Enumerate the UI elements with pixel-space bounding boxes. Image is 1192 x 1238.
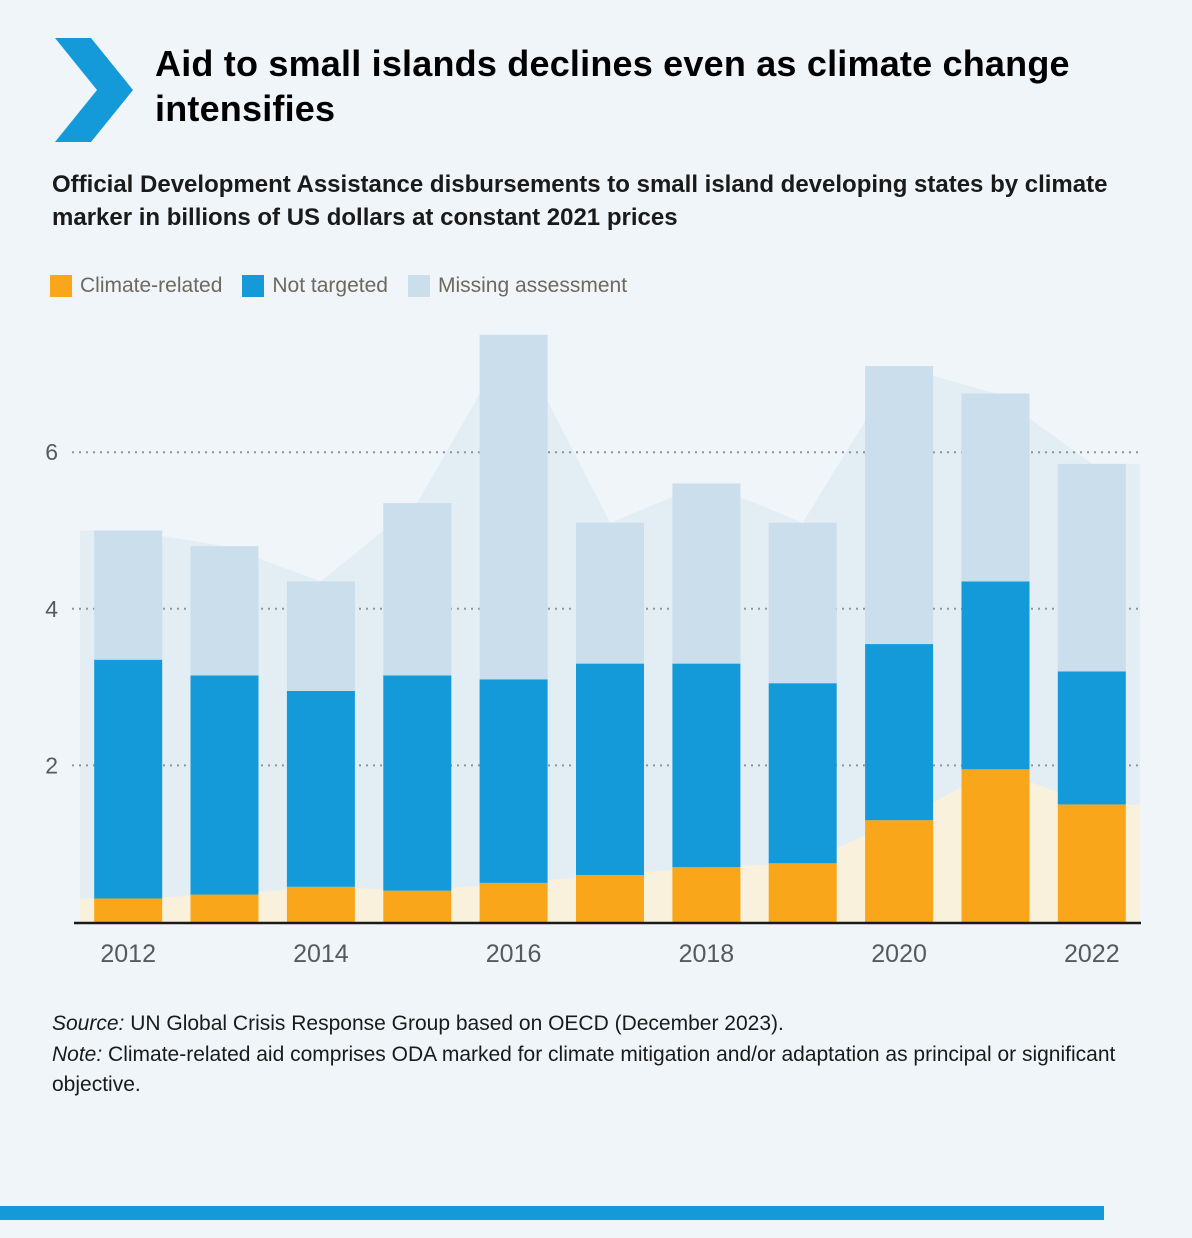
page-title: Aid to small islands declines even as cl… (155, 43, 1070, 129)
bar-segment-climate-related (865, 820, 934, 923)
bar-segment-not-targeted (672, 663, 741, 868)
x-tick-label: 2014 (293, 940, 349, 968)
bar-segment-not-targeted (94, 659, 163, 899)
bar-segment-climate-related (190, 894, 259, 923)
bar-segment-climate-related (286, 887, 355, 923)
legend-label-climate-related: Climate-related (80, 274, 223, 298)
note-line: Note: Climate-related aid comprises ODA … (52, 1040, 1132, 1101)
source-label: Source: (52, 1012, 125, 1036)
bar-segment-not-targeted (768, 683, 837, 864)
y-tick-label: 2 (45, 753, 58, 779)
header: Aid to small islands declines even as cl… (55, 38, 1140, 142)
bar-segment-missing-assessment (286, 581, 355, 692)
legend: Climate-related Not targeted Missing ass… (50, 274, 1192, 298)
x-tick-label: 2012 (100, 940, 156, 968)
chart-subtitle: Official Development Assistance disburse… (52, 171, 1108, 232)
bar-segment-climate-related (479, 883, 548, 923)
legend-item-missing-assessment: Missing assessment (407, 274, 628, 298)
x-tick-label: 2018 (679, 940, 735, 968)
bar-segment-climate-related (383, 890, 452, 923)
bar-segment-climate-related (94, 898, 163, 923)
bar-segment-missing-assessment (383, 503, 452, 676)
bar-segment-not-targeted (286, 691, 355, 888)
bar-segment-missing-assessment (768, 522, 837, 684)
source-line: Source: UN Global Crisis Response Group … (52, 1009, 1132, 1039)
legend-item-climate-related: Climate-related (50, 274, 222, 298)
bar-segment-missing-assessment (190, 546, 259, 676)
legend-label-not-targeted: Not targeted (272, 274, 388, 298)
bar-segment-missing-assessment (672, 483, 741, 664)
legend-swatch-climate-related (50, 275, 72, 298)
bar-segment-missing-assessment (479, 335, 548, 680)
bar-segment-not-targeted (961, 581, 1030, 770)
bar-segment-missing-assessment (961, 393, 1030, 582)
source-text: UN Global Crisis Response Group based on… (124, 1012, 784, 1036)
bar-segment-not-targeted (383, 675, 452, 891)
legend-label-missing-assessment: Missing assessment (437, 274, 628, 298)
y-tick-label: 4 (45, 596, 58, 622)
x-tick-label: 2022 (1064, 940, 1120, 968)
y-tick-label: 6 (45, 439, 58, 465)
chart-area: 2 4 6 2012 2014 2016 2018 2020 2022 (0, 310, 1192, 975)
bar-segment-climate-related (1057, 804, 1126, 923)
x-tick-label: 2016 (486, 940, 542, 968)
bottom-accent-bar (0, 1206, 1104, 1220)
legend-item-not-targeted: Not targeted (242, 274, 388, 298)
bar-segment-climate-related (576, 875, 644, 923)
stacked-bar-chart: 2 4 6 2012 2014 2016 2018 2020 2022 (45, 335, 1141, 968)
bar-segment-missing-assessment (94, 530, 163, 660)
bar-segment-missing-assessment (576, 522, 644, 664)
note-label: Note: (52, 1042, 103, 1066)
bar-segment-climate-related (961, 769, 1030, 923)
bar-segment-not-targeted (576, 663, 644, 876)
bar-segment-not-targeted (1057, 671, 1126, 805)
x-tick-label: 2020 (871, 940, 927, 968)
chevron-right-icon (55, 38, 133, 142)
legend-swatch-missing-assessment (407, 275, 430, 298)
bar-segment-missing-assessment (1057, 464, 1126, 672)
footer-notes: Source: UN Global Crisis Response Group … (52, 1009, 1132, 1100)
bar-segment-not-targeted (865, 644, 934, 821)
note-text: Climate-related aid comprises ODA marked… (52, 1042, 1116, 1097)
bar-segment-not-targeted (190, 675, 259, 895)
bar-segment-climate-related (768, 863, 837, 923)
bar-segment-climate-related (672, 867, 741, 923)
legend-swatch-not-targeted (242, 275, 265, 298)
bar-segment-not-targeted (479, 679, 548, 884)
bar-segment-missing-assessment (865, 366, 934, 645)
